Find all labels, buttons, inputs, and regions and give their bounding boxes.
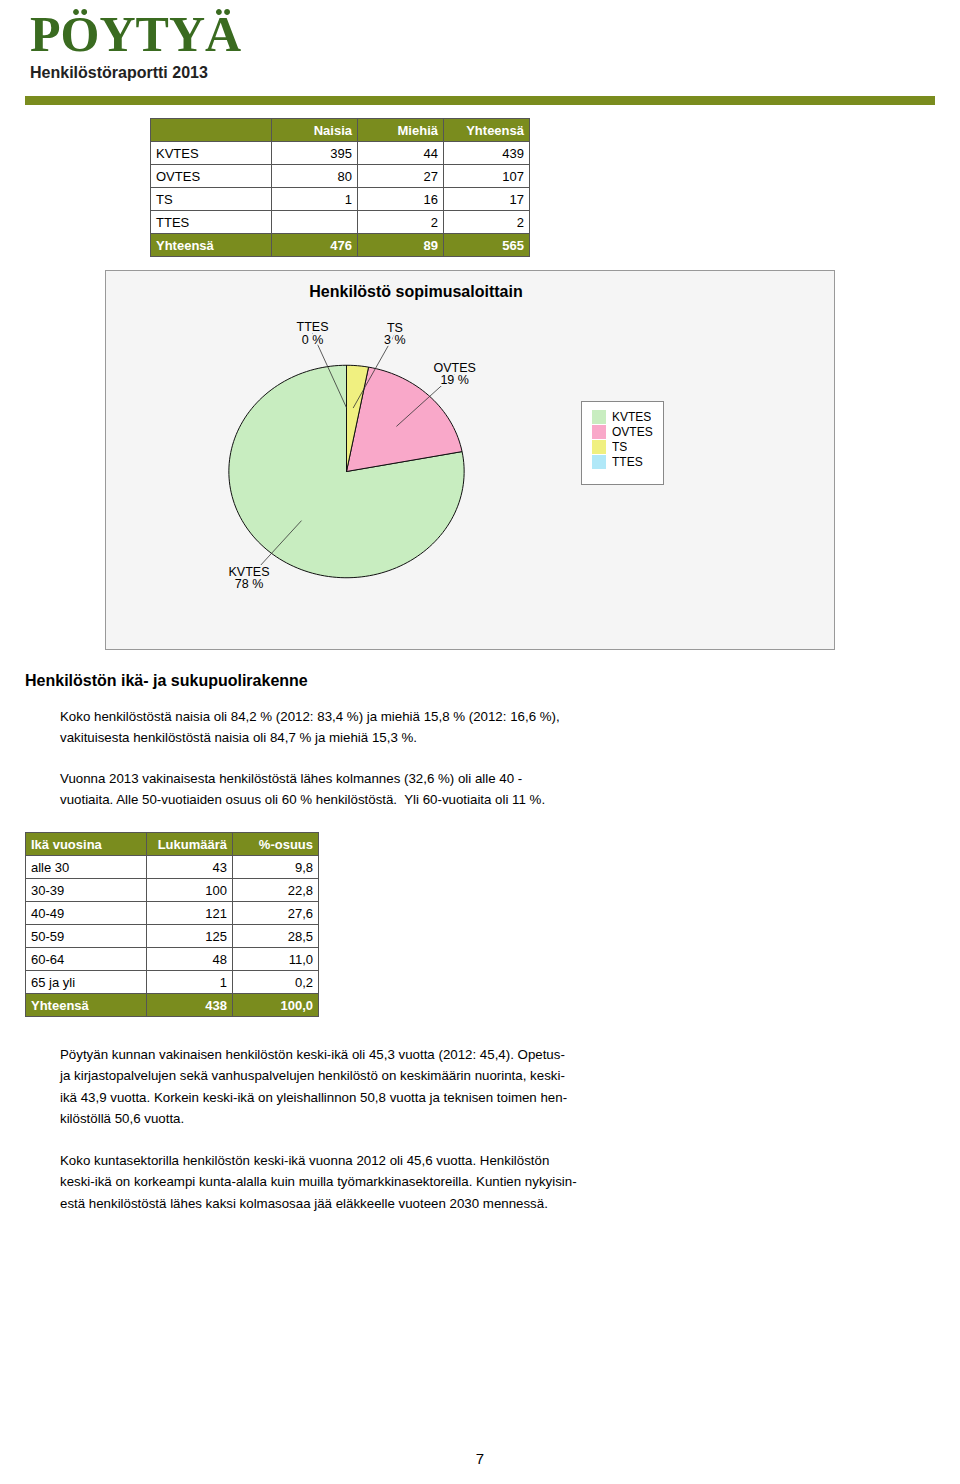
html-text:alle 30: alle 30 bbox=[31, 859, 70, 875]
html-text:43: 43 bbox=[212, 859, 227, 875]
svg-text:OVTES19 %: OVTES19 % bbox=[433, 361, 475, 388]
html-text:565: 565 bbox=[502, 237, 524, 253]
html-text:Koko kuntasektorilla henkilöst: Koko kuntasektorilla henkilöstön keski-i… bbox=[60, 1153, 577, 1211]
html-text:KVTES: KVTES bbox=[156, 145, 199, 161]
html-text:100: 100 bbox=[205, 882, 227, 898]
html-text:7: 7 bbox=[475, 1450, 485, 1467]
html-text:Yhteensä: Yhteensä bbox=[156, 237, 214, 253]
svg-text:TTES0 %: TTES0 % bbox=[297, 320, 329, 347]
html-text:OVTES: OVTES bbox=[156, 168, 201, 184]
html-text:80: 80 bbox=[337, 168, 352, 184]
svg-text:TS3 %: TS3 % bbox=[384, 321, 406, 348]
html-text:11,0: 11,0 bbox=[288, 951, 313, 967]
html-text:17: 17 bbox=[509, 191, 524, 207]
html-text:65 ja yli: 65 ja yli bbox=[31, 974, 76, 990]
html-text:438: 438 bbox=[205, 997, 227, 1013]
html-text:OVTES: OVTES bbox=[612, 425, 653, 439]
html-text:16: 16 bbox=[423, 191, 438, 207]
html-text:Vuonna 2013 vakinaisesta henki: Vuonna 2013 vakinaisesta henkilöstöstä l… bbox=[60, 771, 546, 808]
html-text:Pöytyän kunnan vakinaisen henk: Pöytyän kunnan vakinaisen henkilöstön ke… bbox=[60, 1047, 568, 1126]
html-text:Yhteensä: Yhteensä bbox=[466, 122, 524, 138]
html-text:100,0: 100,0 bbox=[280, 997, 313, 1013]
html-text:121: 121 bbox=[205, 905, 227, 921]
html-text:2: 2 bbox=[430, 214, 438, 230]
html-text:30-39: 30-39 bbox=[31, 882, 65, 898]
html-text:Miehiä: Miehiä bbox=[397, 122, 438, 138]
html-text:28,5: 28,5 bbox=[287, 928, 313, 944]
html-text:Koko henkilöstöstä naisia oli: Koko henkilöstöstä naisia oli 84,2 % (20… bbox=[60, 709, 560, 746]
html-text:1: 1 bbox=[344, 191, 352, 207]
html-text:Ikä vuosina: Ikä vuosina bbox=[31, 836, 102, 852]
html-text:48: 48 bbox=[212, 951, 227, 967]
html-text:TS: TS bbox=[612, 440, 628, 454]
html-text:27,6: 27,6 bbox=[287, 905, 313, 921]
html-text:1: 1 bbox=[219, 974, 227, 990]
html-text:TS: TS bbox=[156, 191, 173, 207]
html-text:0,2: 0,2 bbox=[294, 974, 313, 990]
html-text:476: 476 bbox=[330, 237, 352, 253]
html-text:22,8: 22,8 bbox=[287, 882, 313, 898]
html-text:395: 395 bbox=[330, 145, 352, 161]
html-text:60-64: 60-64 bbox=[31, 951, 65, 967]
html-text:44: 44 bbox=[423, 145, 438, 161]
html-text:Henkilöstö sopimusaloittain: Henkilöstö sopimusaloittain bbox=[309, 283, 523, 300]
html-text:Yhteensä: Yhteensä bbox=[31, 997, 89, 1013]
html-text:50-59: 50-59 bbox=[31, 928, 65, 944]
html-text:2: 2 bbox=[516, 214, 524, 230]
html-text:40-49: 40-49 bbox=[31, 905, 65, 921]
html-text:KVTES: KVTES bbox=[612, 410, 652, 424]
html-text:%-osuus: %-osuus bbox=[258, 836, 313, 852]
html-text:9,8: 9,8 bbox=[294, 859, 313, 875]
html-text:107: 107 bbox=[502, 168, 524, 184]
svg-text:KVTES78 %: KVTES78 % bbox=[229, 565, 270, 592]
html-text:Naisia: Naisia bbox=[313, 122, 352, 138]
html-text:Henkilöstöraportti 2013: Henkilöstöraportti 2013 bbox=[30, 64, 208, 81]
html-text:27: 27 bbox=[423, 168, 438, 184]
html-text:89: 89 bbox=[423, 237, 438, 253]
html-text:TTES: TTES bbox=[612, 455, 643, 469]
html-text:TTES: TTES bbox=[156, 214, 190, 230]
html-text:PÖYTYÄ: PÖYTYÄ bbox=[30, 6, 242, 62]
html-text:125: 125 bbox=[205, 928, 227, 944]
html-text:439: 439 bbox=[502, 145, 524, 161]
html-text:Henkilöstön ikä- ja sukupuolir: Henkilöstön ikä- ja sukupuolirakenne bbox=[25, 672, 308, 689]
html-text:Lukumäärä: Lukumäärä bbox=[157, 836, 227, 852]
